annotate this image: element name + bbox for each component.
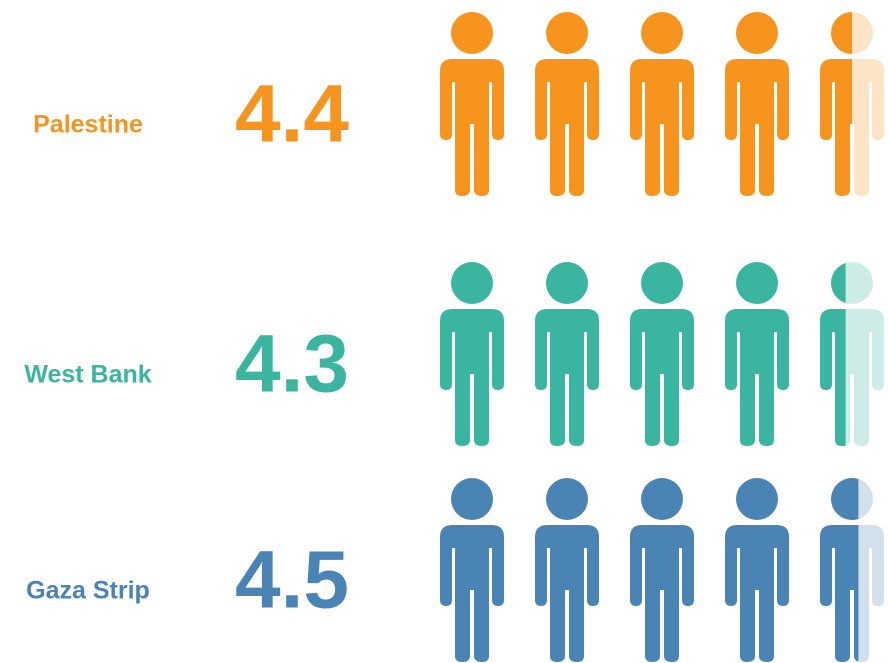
person-icon (535, 12, 599, 196)
person-icon (820, 12, 884, 196)
person-icon (630, 12, 694, 196)
value-label: 4.3 (235, 319, 349, 410)
person-icon (535, 478, 599, 662)
category-label: West Bank (24, 361, 151, 389)
person-icon (440, 12, 504, 196)
person-icon (725, 12, 789, 196)
category-label: Gaza Strip (26, 577, 150, 605)
pictogram (440, 262, 884, 446)
value-label: 4.4 (235, 69, 349, 160)
person-icon (820, 478, 884, 662)
person-icon (630, 478, 694, 662)
person-icon (725, 262, 789, 446)
person-icon (440, 262, 504, 446)
person-icon (725, 478, 789, 662)
person-icon (630, 262, 694, 446)
value-label: 4.5 (235, 535, 349, 626)
person-icon (440, 478, 504, 662)
pictogram (440, 478, 884, 662)
category-label: Palestine (33, 111, 143, 139)
pictogram (440, 12, 884, 196)
person-icon (535, 262, 599, 446)
person-icon (820, 262, 884, 446)
